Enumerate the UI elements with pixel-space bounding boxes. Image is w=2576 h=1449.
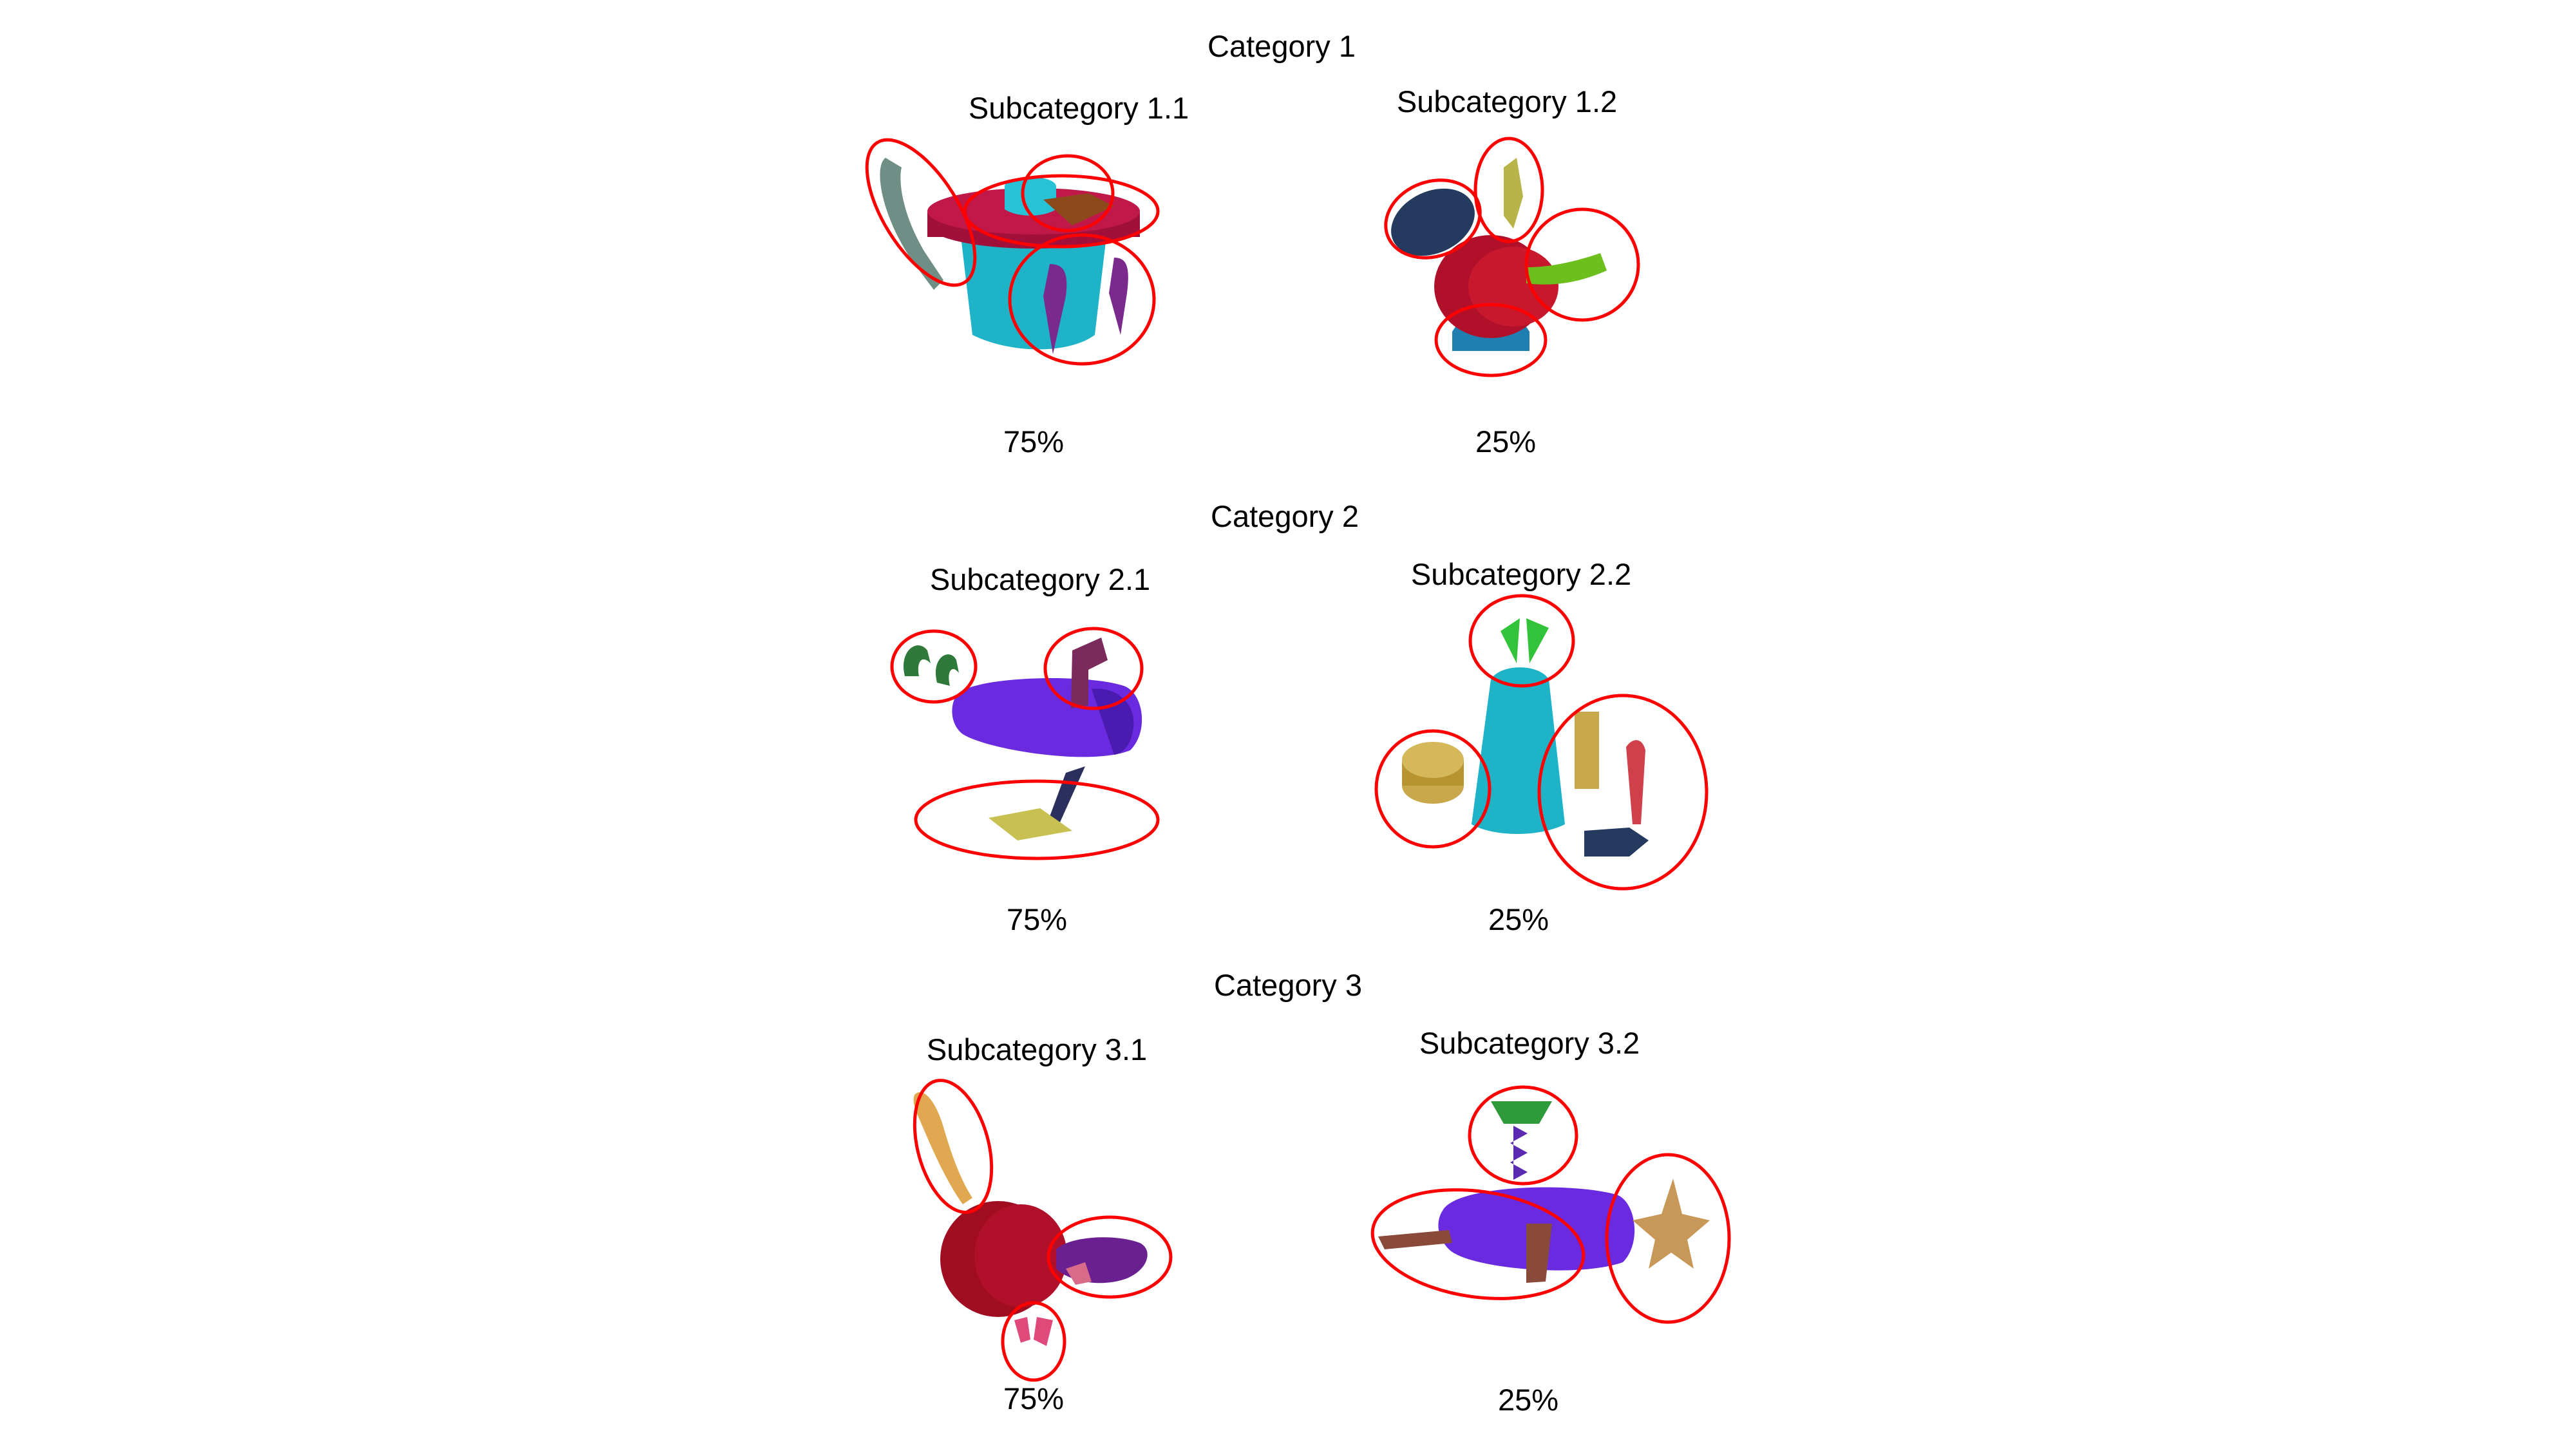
object-part [1071, 638, 1108, 708]
object-part [1043, 193, 1114, 225]
object-part [1014, 1317, 1030, 1343]
highlight-ring [963, 174, 1160, 249]
object-2-2 [1374, 594, 1709, 891]
object-3-2 [1370, 1085, 1731, 1324]
object-1-1 [865, 138, 1160, 366]
object-part [1526, 618, 1549, 663]
object-2-1 [890, 627, 1160, 860]
subcategory-label: Subcategory 1.1 [968, 91, 1189, 125]
subcategory-percent: 75% [1003, 424, 1065, 459]
subcategory-percent: 25% [1488, 902, 1549, 936]
object-part [1626, 740, 1645, 824]
category-title: Category 1 [1208, 29, 1356, 63]
highlight-ring [914, 779, 1160, 860]
highlight-ring [1468, 594, 1575, 688]
object-part [1402, 742, 1464, 778]
object-part [974, 1204, 1067, 1307]
subcategory-label: Subcategory 2.2 [1410, 557, 1632, 591]
object-part [1575, 712, 1599, 789]
object-part [880, 158, 943, 290]
category-title: Category 3 [1214, 968, 1362, 1002]
highlight-ring [1374, 729, 1492, 849]
highlight-ring [1473, 137, 1544, 243]
object-part [1633, 1179, 1710, 1269]
object-part [960, 225, 1108, 350]
highlight-ring [1370, 1188, 1586, 1300]
highlight-ring [1021, 154, 1115, 232]
object-part [1034, 1317, 1053, 1346]
object-part [1510, 1126, 1528, 1180]
object-1-2 [1384, 137, 1640, 377]
highlight-ring [1605, 1153, 1731, 1324]
highlight-ring [865, 138, 977, 287]
object-part [1043, 264, 1067, 354]
highlight-ring [1384, 178, 1482, 260]
object-part [1391, 188, 1475, 256]
object-3-1 [913, 1079, 1173, 1382]
subcategory-percent: 25% [1497, 1383, 1559, 1417]
subcategory-label: Subcategory 3.2 [1419, 1026, 1640, 1060]
object-part [1504, 158, 1523, 229]
object-part [904, 645, 931, 676]
highlight-ring [1537, 694, 1709, 891]
object-part [1526, 253, 1607, 285]
object-part [1056, 1237, 1148, 1283]
highlight-ring [913, 1079, 994, 1214]
highlight-ring [1524, 207, 1640, 322]
object-part [1092, 688, 1134, 755]
subcategory-label: Subcategory 1.2 [1396, 84, 1618, 118]
object-part [1378, 1230, 1452, 1249]
subcategory-percent: 25% [1475, 424, 1537, 459]
subcategory-percent: 75% [1003, 1381, 1065, 1416]
highlight-ring [1001, 1301, 1066, 1382]
object-part [1501, 618, 1520, 663]
object-part [913, 1092, 972, 1204]
category-title: Category 2 [1211, 499, 1359, 533]
object-part [952, 678, 1142, 757]
highlight-ring [1468, 1085, 1578, 1186]
object-part [989, 808, 1072, 840]
highlight-ring [1046, 1215, 1173, 1299]
subcategory-label: Subcategory 3.1 [926, 1032, 1148, 1066]
object-part [1526, 1224, 1552, 1283]
highlight-ring [890, 629, 978, 704]
object-part [1066, 1262, 1092, 1285]
object-part [1584, 828, 1649, 857]
object-part [935, 654, 959, 686]
object-part [1005, 177, 1056, 216]
subcategory-label: Subcategory 2.1 [929, 562, 1151, 596]
object-part [1109, 258, 1128, 335]
object-part [1472, 667, 1565, 834]
highlight-ring [1043, 627, 1144, 710]
object-part [1468, 247, 1558, 327]
subcategory-percent: 75% [1006, 902, 1068, 936]
object-part [1491, 1101, 1552, 1124]
highlight-ring [1008, 233, 1156, 366]
highlight-ring [1434, 303, 1548, 377]
